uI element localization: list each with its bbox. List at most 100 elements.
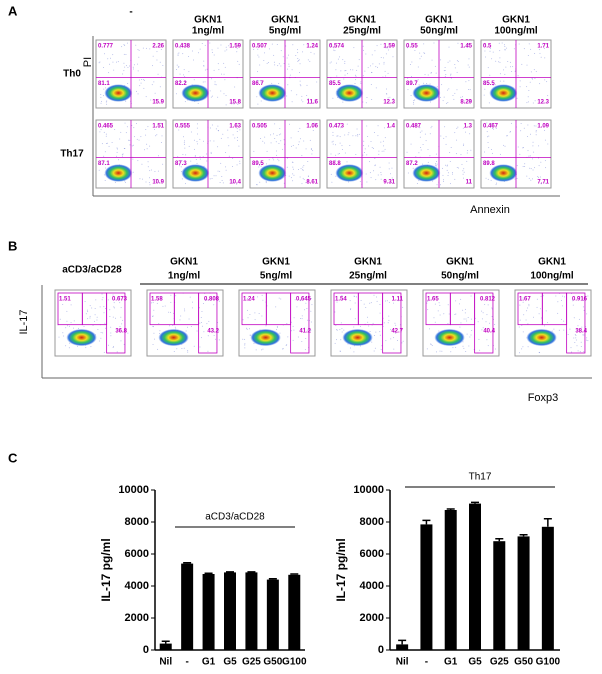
event-dot: [532, 102, 534, 104]
quadrant-value: 1.59: [229, 44, 241, 50]
event-dot: [417, 79, 419, 81]
event-dot: [145, 96, 147, 98]
event-dot: [467, 316, 469, 318]
event-dot: [337, 58, 339, 60]
quadrant-value: 89.8: [483, 161, 495, 167]
event-dot: [257, 54, 259, 56]
quadrant-value: 0.438: [175, 44, 191, 50]
event-dot: [120, 316, 122, 318]
event-dot: [386, 300, 388, 302]
event-dot: [209, 178, 211, 180]
event-dot: [172, 325, 174, 327]
event-dot: [365, 53, 367, 55]
event-dot: [374, 158, 376, 160]
event-dot: [149, 48, 151, 50]
event-dot: [335, 69, 337, 71]
event-dot: [534, 167, 536, 169]
x-tick-label: G50: [263, 657, 282, 668]
event-dot: [249, 313, 251, 315]
event-dot: [221, 180, 223, 182]
event-dot: [150, 302, 152, 304]
event-dot: [447, 61, 449, 63]
event-dot: [455, 346, 457, 348]
column-header: 25ng/ml: [343, 26, 381, 37]
event-dot: [383, 63, 385, 65]
event-dot: [176, 69, 178, 71]
event-dot: [436, 297, 438, 299]
event-dot: [355, 296, 357, 298]
event-dot: [490, 179, 492, 181]
quadrant-value: 1.67: [519, 297, 531, 303]
event-dot: [424, 74, 426, 76]
event-dot: [312, 130, 314, 132]
event-dot: [258, 164, 260, 166]
event-dot: [522, 297, 524, 299]
event-dot: [456, 71, 458, 73]
quadrant-value: 0.5: [483, 44, 492, 50]
event-dot: [414, 99, 416, 101]
quadrant-value: 0.812: [480, 297, 496, 303]
event-dot: [562, 295, 564, 297]
event-dot: [426, 348, 428, 350]
event-dot: [65, 327, 67, 329]
event-dot: [152, 343, 154, 345]
event-dot: [441, 84, 443, 86]
event-dot: [539, 308, 541, 310]
y-tick-label: 0: [143, 644, 149, 656]
event-dot: [443, 96, 445, 98]
event-dot: [444, 67, 446, 69]
event-dot: [366, 181, 368, 183]
event-dot: [218, 300, 220, 302]
event-dot: [506, 135, 508, 137]
event-dot: [544, 325, 546, 327]
quadrant-value: 0.505: [252, 124, 268, 130]
quadrant-value: 85.5: [483, 81, 495, 87]
quadrant-value: 1.09: [537, 124, 549, 130]
event-dot: [434, 303, 436, 305]
event-dot: [295, 147, 297, 149]
event-dot: [238, 63, 240, 65]
event-dot: [468, 58, 470, 60]
bar: [245, 572, 258, 650]
event-dot: [454, 178, 456, 180]
event-dot: [196, 330, 198, 332]
event-dot: [177, 66, 179, 68]
event-dot: [401, 342, 403, 344]
event-dot: [180, 315, 182, 317]
event-dot: [575, 334, 577, 336]
event-dot: [341, 331, 343, 333]
event-dot: [194, 155, 196, 157]
event-dot: [211, 95, 213, 97]
event-dot: [353, 47, 355, 49]
event-dot: [234, 137, 236, 139]
event-dot: [182, 74, 184, 76]
event-dot: [373, 350, 375, 352]
event-dot: [335, 154, 337, 156]
event-dot: [126, 42, 128, 44]
event-dot: [491, 123, 493, 125]
event-dot: [372, 147, 374, 149]
event-dot: [375, 331, 377, 333]
event-dot: [388, 162, 390, 164]
event-dot: [392, 98, 394, 100]
event-dot: [141, 178, 143, 180]
event-dot: [291, 101, 293, 103]
event-dot: [331, 141, 333, 143]
event-dot: [257, 48, 259, 50]
event-dot: [123, 62, 125, 64]
event-dot: [377, 125, 379, 127]
y-tick-label: 8000: [360, 516, 384, 528]
event-dot: [140, 136, 142, 138]
event-dot: [221, 73, 223, 75]
event-dot: [268, 48, 270, 50]
event-dot: [487, 81, 489, 83]
event-dot: [445, 143, 447, 145]
event-dot: [283, 182, 285, 184]
event-dot: [369, 172, 371, 174]
event-dot: [374, 347, 376, 349]
event-dot: [113, 346, 115, 348]
event-dot: [511, 71, 513, 73]
event-dot: [302, 101, 304, 103]
bar: [159, 643, 172, 650]
event-dot: [104, 151, 106, 153]
